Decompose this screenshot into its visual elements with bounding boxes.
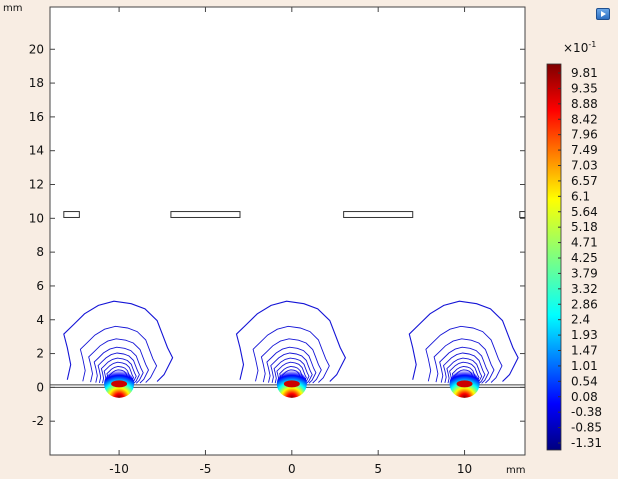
x-tick-label: -5 [199, 462, 211, 476]
colorbar-tick-label: 2.86 [571, 297, 598, 311]
contour-line [408, 300, 519, 382]
y-tick-label: 6 [36, 279, 44, 293]
contour-line [446, 357, 483, 385]
colorbar-tick-label: 1.47 [571, 344, 598, 358]
contour-line [252, 325, 330, 383]
y-unit-label: mm [3, 3, 22, 14]
colorbar-tick-label: -0.85 [571, 421, 602, 435]
x-tick-label: 5 [374, 462, 382, 476]
contour-line [433, 338, 495, 384]
contour-line [442, 352, 486, 384]
colorbar-tick-label: 6.1 [571, 189, 590, 203]
y-tick-label: 16 [29, 110, 44, 124]
x-tick-label: 10 [457, 462, 472, 476]
colorbar-tick-label: 2.4 [571, 313, 590, 327]
axis-labels: -2 0 2 4 6 8 10 12 14 16 18 20 -10 -5 0 5 10 mm mm [3, 3, 525, 476]
electrode [170, 211, 241, 218]
y-tick-label: -2 [32, 414, 44, 428]
colorbar-tick-label: 8.88 [571, 97, 598, 111]
contour-line [88, 338, 150, 384]
colorbar-tick-label: 0.54 [571, 374, 598, 388]
contour-line [103, 361, 135, 385]
contour-line [100, 357, 137, 385]
contour-line [276, 361, 307, 385]
y-tick-label: 2 [36, 347, 44, 361]
colorbar-tick-label: 3.79 [571, 266, 598, 280]
colorbar-tick-label: 5.18 [571, 220, 598, 234]
colorbar-tick-label: 8.42 [571, 112, 598, 126]
colorbar-tick-label: 7.96 [571, 128, 598, 142]
contour-line [79, 325, 158, 383]
colorbar-tick-label: 4.25 [571, 251, 598, 265]
colorbar-tick-label: 9.81 [571, 66, 598, 80]
contour-line [260, 338, 322, 384]
y-tick-label: 12 [29, 178, 44, 192]
export-image-icon[interactable] [596, 8, 610, 20]
colorbar-tick-label: 0.08 [571, 390, 598, 404]
colorbar-tick-label: 1.93 [571, 328, 598, 342]
contour-group [235, 300, 347, 398]
colorbar-gradient [546, 63, 562, 451]
contour-line [273, 357, 310, 385]
y-tick-label: 8 [36, 245, 44, 259]
colorbar-tick-label: 7.49 [571, 143, 598, 157]
contour-line [439, 346, 490, 384]
colorbar-exponent: -1 [588, 40, 596, 49]
contour-line [266, 346, 317, 384]
colorbar-tick-label: -0.38 [571, 405, 602, 419]
hot-core [456, 380, 473, 388]
axes [50, 7, 525, 455]
contour-line [425, 325, 503, 383]
colorbar-tick-label: 3.32 [571, 282, 598, 296]
contour-line [235, 300, 347, 382]
contour-group [63, 300, 174, 398]
contour-line [449, 361, 480, 385]
colorbar: ×10-1 9.819.35 8.888.42 7.967.49 7.036.576.1… [546, 40, 602, 451]
colorbar-tick-label: 5.64 [571, 205, 598, 219]
colorbar-multiplier: ×10-1 [563, 40, 596, 55]
colorbar-tick-label: 7.03 [571, 159, 598, 173]
y-tick-label: 18 [29, 76, 44, 90]
y-tick-label: 4 [36, 313, 44, 327]
contour-group [408, 300, 519, 398]
contour-line [93, 346, 144, 384]
colorbar-tick-label: -1.31 [571, 436, 602, 450]
colorbar-tick-label: 4.71 [571, 236, 598, 250]
x-tick-label: 0 [288, 462, 296, 476]
y-tick-label: 10 [29, 211, 44, 225]
contour-lines [63, 300, 519, 398]
y-tick-label: 14 [29, 144, 44, 158]
y-tick-label: 0 [36, 380, 44, 394]
x-tick-label: -10 [109, 462, 129, 476]
contour-line [97, 352, 140, 384]
electrode [343, 211, 414, 218]
y-tick-label: 20 [29, 42, 44, 56]
colorbar-tick-label: 6.57 [571, 174, 598, 188]
hot-core [283, 380, 300, 388]
contour-line [270, 352, 313, 384]
electrode [519, 211, 526, 218]
colorbar-tick-label: 9.35 [571, 81, 598, 95]
electrode [63, 211, 80, 218]
colorbar-tick-label: 1.01 [571, 359, 598, 373]
contour-line [63, 300, 174, 382]
x-unit-label: mm [506, 465, 525, 476]
hot-core [111, 380, 128, 388]
